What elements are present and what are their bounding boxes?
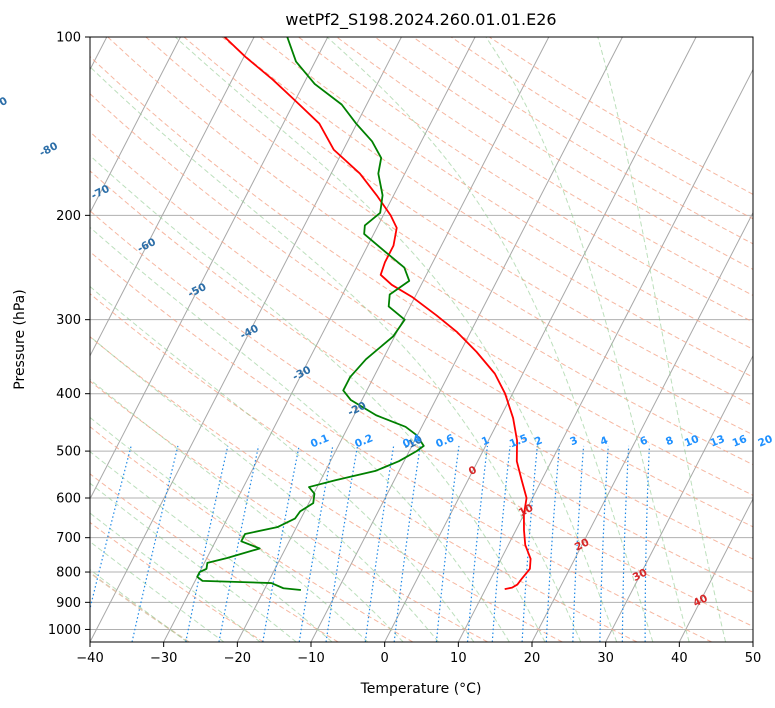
mixing-ratio-label: 2 xyxy=(533,434,544,448)
isotherm-line xyxy=(236,37,550,642)
dry-adiabat-line xyxy=(336,37,753,297)
y-tick-label: 700 xyxy=(56,531,81,546)
x-tick-label: 20 xyxy=(524,651,541,666)
isotherm-line xyxy=(605,354,753,642)
mixing-ratio-label: 16 xyxy=(731,433,749,450)
isotherm-line xyxy=(90,37,181,214)
isotherm-line xyxy=(384,37,697,642)
isotherm-line xyxy=(90,37,255,357)
y-tick-label: 600 xyxy=(56,492,81,507)
reference-labels: -100-90-80-70-60-50-40-30-20-10010203040… xyxy=(0,95,774,610)
x-tick-label: −30 xyxy=(150,651,177,666)
moist-adiabat-line xyxy=(90,66,582,642)
mixing-ratio-label: 6 xyxy=(638,434,649,448)
mixing-ratio-label: 1 xyxy=(480,434,491,448)
isotherm-label: 40 xyxy=(691,592,709,609)
mixing-ratio-label: 3 xyxy=(568,434,579,448)
isotherm-label: -90 xyxy=(0,95,10,114)
dry-adiabat-line xyxy=(183,37,753,407)
y-tick-label: 100 xyxy=(56,31,81,46)
moist-adiabat-line xyxy=(326,37,654,642)
y-tick-label: 400 xyxy=(56,387,81,402)
mixing-ratio-line xyxy=(393,445,421,642)
chart-title: wetPf2_S198.2024.260.01.01.E26 xyxy=(285,10,556,30)
dry-adiabat-line xyxy=(90,426,414,642)
dry-adiabat-line xyxy=(145,37,753,436)
dry-adiabat-line xyxy=(90,571,190,642)
mixing-ratio-line xyxy=(435,445,460,642)
y-tick-label: 200 xyxy=(56,209,81,224)
mixing-ratio-label: 20 xyxy=(756,433,774,450)
moist-adiabat-line xyxy=(90,416,369,642)
moist-adiabat-line xyxy=(90,482,297,642)
dry-adiabat-line xyxy=(90,380,488,642)
y-axis-title: Pressure (hPa) xyxy=(12,289,28,389)
dry-adiabat-line xyxy=(90,210,753,627)
y-tick-label: 500 xyxy=(56,445,81,460)
dry-adiabat-line xyxy=(90,93,753,528)
x-tick-label: 30 xyxy=(597,651,614,666)
isotherm-label: 10 xyxy=(517,502,535,519)
moist-adiabat-line xyxy=(90,378,404,642)
dry-adiabat-line xyxy=(90,170,753,593)
x-tick-label: −40 xyxy=(76,651,103,666)
mixing-ratio-line xyxy=(466,445,489,642)
mixing-ratio-line xyxy=(218,445,260,642)
x-tick-label: −20 xyxy=(224,651,251,666)
x-tick-label: 0 xyxy=(381,651,389,666)
background-lines xyxy=(90,37,753,642)
isotherm-label: 0 xyxy=(467,464,479,478)
plot-frame xyxy=(89,36,754,643)
dry-adiabat-line xyxy=(90,131,753,560)
isotherm-line xyxy=(90,37,402,642)
mixing-ratio-line xyxy=(325,445,359,642)
isotherm-label: 20 xyxy=(573,536,591,553)
y-tick-label: 1000 xyxy=(48,623,81,638)
x-tick-label: 50 xyxy=(745,651,762,666)
isotherm-label: 30 xyxy=(631,567,649,584)
dry-adiabat-line xyxy=(107,37,753,466)
moist-adiabat-line xyxy=(597,37,727,642)
y-tick-label: 900 xyxy=(56,596,81,611)
sounding-lines xyxy=(196,37,532,591)
isotherm-line xyxy=(531,211,753,642)
y-tick-label: 800 xyxy=(56,566,81,581)
y-tick-label: 300 xyxy=(56,313,81,328)
y-axis: 100 200 300 400 500 600 700 800 900 1000 xyxy=(48,31,90,638)
dry-adiabat-line xyxy=(90,293,638,642)
mixing-ratio-line xyxy=(491,445,511,642)
mixing-ratio-line xyxy=(131,445,179,642)
moist-adiabat-line xyxy=(174,37,618,642)
x-tick-label: −10 xyxy=(297,651,324,666)
moist-adiabat-line xyxy=(90,285,475,642)
moist-adiabat-line xyxy=(90,451,333,642)
dry-adiabat-line xyxy=(90,251,712,642)
isotherm-line xyxy=(678,497,753,642)
mixing-ratio-line xyxy=(185,445,229,642)
mixing-ratio-label: 4 xyxy=(598,434,609,448)
x-axis-title: Temperature (°C) xyxy=(360,681,482,697)
isotherm-line xyxy=(163,37,476,642)
dewpoint-line xyxy=(196,37,425,591)
moist-adiabat-line xyxy=(90,226,510,642)
temperature-line xyxy=(224,37,532,591)
mixing-ratio-line xyxy=(298,445,334,642)
x-tick-label: 10 xyxy=(450,651,467,666)
mixing-ratio-line xyxy=(364,445,395,642)
isotherm-line xyxy=(90,37,329,500)
isotherm-line xyxy=(457,68,753,642)
x-tick-label: 40 xyxy=(671,651,688,666)
moist-adiabat-line xyxy=(485,37,690,642)
dry-adiabat-line xyxy=(90,336,563,642)
mixing-ratio-label: 10 xyxy=(683,433,701,450)
mixing-ratio-label: 13 xyxy=(709,433,727,450)
mixing-ratio-label: 8 xyxy=(664,434,675,448)
dry-adiabat-line xyxy=(298,37,753,323)
x-axis: −40 −30 −20 −10 0 10 20 30 40 50 xyxy=(76,642,761,666)
mixing-ratio-line xyxy=(262,445,300,642)
